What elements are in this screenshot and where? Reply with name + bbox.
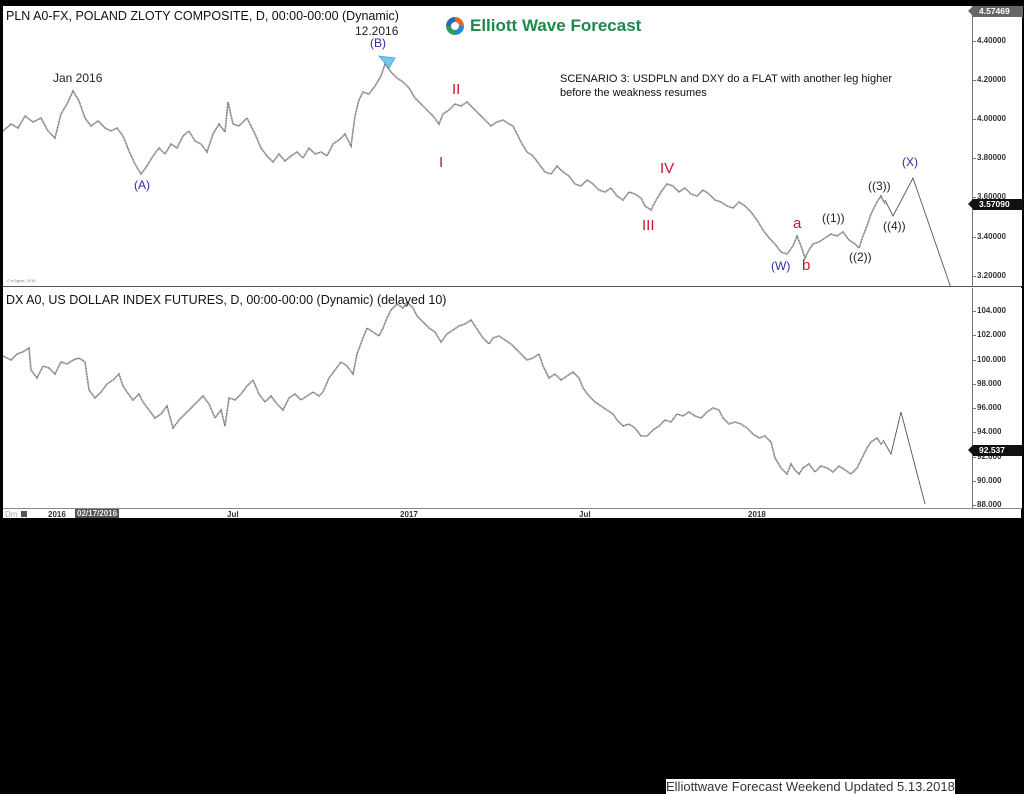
y-tick: 88.000 [972, 500, 1002, 509]
usdpln-chart-pane[interactable]: PLN A0-FX, POLAND ZLOTY COMPOSITE, D, 00… [3, 6, 972, 287]
max-price-tag: 4.57469 [968, 6, 1023, 17]
dxy-price-bars [3, 300, 926, 505]
y-tick: 102.000 [973, 330, 1006, 339]
wave-label-X: (X) [902, 155, 918, 169]
x-tick: 2018 [748, 510, 766, 519]
x-tick: Jul [579, 510, 591, 519]
wave-label-2: ((2)) [849, 250, 872, 264]
timeframe-label[interactable]: Dm [5, 510, 18, 519]
scenario-note: SCENARIO 3: USDPLN and DXY do a FLAT wit… [560, 72, 892, 100]
y-tick: 96.000 [972, 403, 1002, 412]
y-tick: 3.60000 [973, 192, 1006, 201]
calendar-icon[interactable] [21, 511, 27, 517]
dxy-title: DX A0, US DOLLAR INDEX FUTURES, D, 00:00… [6, 293, 447, 307]
x-tick: 2017 [400, 510, 418, 519]
y-tick: 94.000 [972, 427, 1002, 436]
wave-label-III: III [642, 217, 655, 234]
dxy-price-axis[interactable]: 104.000 102.000 100.000 98.000 96.000 94… [968, 288, 1023, 509]
y-tick: 4.00000 [973, 114, 1006, 123]
wave-label-B: (B) [370, 36, 386, 50]
x-tick: Jul [227, 510, 239, 519]
wave-label-II: II [452, 81, 461, 98]
y-tick: 3.80000 [973, 153, 1006, 162]
label-jan-2016: Jan 2016 [53, 71, 103, 85]
dxy-chart-pane[interactable]: DX A0, US DOLLAR INDEX FUTURES, D, 00:00… [3, 288, 972, 794]
x-tick: 2016 [48, 510, 66, 519]
brand-logo: Elliott Wave Forecast [444, 15, 641, 37]
wave-label-3: ((3)) [868, 179, 891, 193]
chart-window: PLN A0-FX, POLAND ZLOTY COMPOSITE, D, 00… [3, 6, 1023, 794]
wave-label-A: (A) [134, 178, 150, 192]
y-tick: 4.40000 [973, 36, 1006, 45]
scenario-line-1: SCENARIO 3: USDPLN and DXY do a FLAT wit… [560, 73, 892, 85]
last-price-tag: 92.537 [968, 445, 1023, 456]
y-tick: 92.000 [972, 452, 1002, 461]
brand-logo-icon [446, 17, 464, 35]
y-tick: 3.40000 [973, 232, 1006, 241]
usdpln-price-bars [3, 55, 951, 286]
last-price-tag: 3.57090 [968, 199, 1023, 210]
wave-label-IV: IV [660, 160, 675, 177]
y-tick: 90.000 [972, 476, 1002, 485]
brand-name: Elliott Wave Forecast [470, 16, 642, 35]
copyright-note: © eSignal, 2018 [7, 278, 36, 283]
b-marker-triangle [378, 55, 396, 69]
label-date-12-2016: 12.2016 [355, 24, 399, 38]
y-tick: 3.20000 [973, 271, 1006, 280]
wave-label-W: (W) [771, 259, 791, 273]
y-tick: 4.20000 [973, 75, 1006, 84]
usdpln-title: PLN A0-FX, POLAND ZLOTY COMPOSITE, D, 00… [6, 9, 399, 23]
cursor-date-label: 02/17/2016 [75, 509, 120, 518]
time-axis[interactable]: Dm 2016 02/17/2016 Jul 2017 Jul 2018 [3, 509, 1021, 519]
y-tick: 100.000 [973, 355, 1006, 364]
y-tick: 98.000 [972, 379, 1002, 388]
wave-label-4: ((4)) [883, 219, 906, 233]
y-tick: 104.000 [973, 306, 1006, 315]
wave-label-b: b [802, 257, 811, 274]
wave-label-a: a [793, 215, 802, 232]
update-footer: Elliottwave Forecast Weekend Updated 5.1… [666, 779, 955, 794]
usdpln-price-axis[interactable]: 4.57469 4.40000 4.20000 4.00000 3.80000 … [968, 6, 1023, 287]
wave-label-I: I [439, 154, 444, 171]
scenario-line-2: before the weakness resumes [560, 87, 707, 99]
wave-label-1: ((1)) [822, 211, 845, 225]
